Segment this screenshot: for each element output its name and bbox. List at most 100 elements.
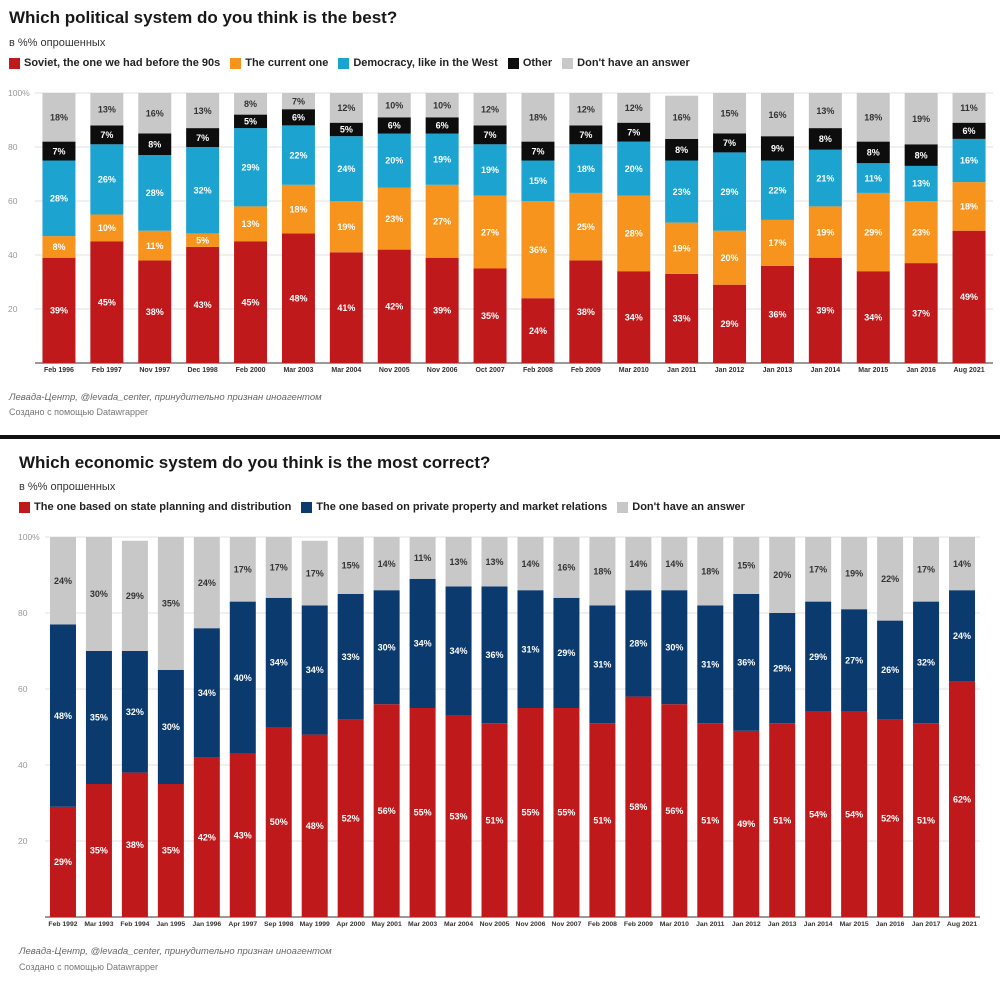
bar-segment: [661, 704, 688, 917]
bar-segment: [329, 122, 363, 137]
data-label: 17%: [270, 563, 288, 573]
bar-segment: [157, 784, 184, 917]
x-tick-label: Jan 2013: [763, 367, 793, 374]
x-tick-label: Jan 1995: [156, 921, 185, 928]
bar-segment: [473, 125, 507, 145]
bar-segment: [234, 206, 268, 242]
data-label: 7%: [627, 127, 640, 137]
bar-segment: [589, 605, 616, 724]
bar-segment: [42, 141, 76, 161]
bar-segment: [301, 734, 328, 917]
bar-segment: [569, 260, 603, 363]
data-label: 36%: [529, 245, 547, 255]
data-label: 31%: [521, 644, 539, 654]
bar-segment: [49, 624, 76, 807]
data-label: 24%: [54, 576, 72, 586]
data-label: 13%: [912, 179, 930, 189]
data-label: 6%: [388, 121, 401, 131]
bar-segment: [713, 93, 747, 134]
data-label: 6%: [963, 126, 976, 136]
bar-segment: [665, 273, 699, 363]
bar-segment: [952, 93, 986, 123]
data-label: 50%: [270, 817, 288, 827]
bar-segment: [138, 230, 172, 261]
data-label: 39%: [816, 306, 834, 316]
data-label: 26%: [98, 175, 116, 185]
bar-segment: [697, 605, 724, 724]
bar-segment: [661, 537, 688, 591]
data-label: 52%: [342, 813, 360, 823]
bar-segment: [713, 284, 747, 363]
legend-swatch: [19, 501, 30, 513]
bar-segment: [904, 165, 938, 201]
bar-segment: [301, 605, 328, 735]
bar-segment: [665, 222, 699, 274]
data-label: 5%: [244, 117, 257, 127]
data-label: 14%: [629, 559, 647, 569]
y-tick-label: 80: [8, 142, 18, 152]
data-label: 20%: [385, 156, 403, 166]
data-label: 35%: [90, 713, 108, 723]
legend-swatch: [507, 57, 519, 69]
bar-segment: [329, 93, 363, 123]
bar-segment: [425, 184, 459, 258]
data-label: 20%: [721, 253, 739, 263]
bar-segment: [234, 241, 268, 363]
bar-segment: [553, 537, 580, 598]
x-tick-label: Mar 2004: [331, 367, 361, 374]
bar-segment: [760, 93, 794, 137]
data-label: 23%: [912, 227, 930, 237]
bar-segment: [808, 149, 842, 207]
data-label: 39%: [433, 306, 451, 316]
bar-segment: [85, 651, 112, 784]
data-label: 32%: [126, 707, 144, 717]
x-tick-label: Jan 2011: [696, 921, 725, 928]
data-label: 24%: [337, 164, 355, 174]
data-label: 18%: [529, 113, 547, 123]
data-label: 16%: [673, 113, 691, 123]
data-label: 55%: [414, 808, 432, 818]
bar-segment: [425, 133, 459, 185]
x-tick-label: Mar 2003: [408, 921, 437, 928]
bar-segment: [90, 144, 124, 215]
x-tick-label: Feb 1992: [48, 921, 77, 928]
data-label: 6%: [292, 113, 305, 123]
data-label: 33%: [342, 652, 360, 662]
bar-segment: [234, 114, 268, 129]
bar-segment: [186, 147, 220, 234]
data-label: 58%: [629, 802, 647, 812]
bar-segment: [138, 155, 172, 231]
bar-segment: [49, 806, 76, 917]
bar-segment: [281, 184, 315, 234]
bar-segment: [856, 163, 890, 193]
data-label: 48%: [54, 711, 72, 721]
chart-subtitle: в %% опрошенных: [19, 481, 116, 493]
bar-segment: [808, 128, 842, 150]
data-label: 51%: [593, 815, 611, 825]
bar-segment: [193, 628, 220, 758]
data-label: 8%: [148, 140, 161, 150]
data-label: 56%: [378, 806, 396, 816]
bar-segment: [229, 601, 256, 754]
data-label: 12%: [481, 104, 499, 114]
bar-segment: [760, 219, 794, 266]
legend-item: Soviet, the one we had before the 90s: [9, 57, 220, 69]
bar-segment: [409, 578, 436, 708]
bar-segment: [769, 613, 796, 724]
data-label: 18%: [50, 113, 68, 123]
bar-segment: [186, 233, 220, 247]
x-tick-label: Mar 2010: [619, 367, 649, 374]
bar-segment: [121, 651, 148, 773]
bar-segment: [373, 590, 400, 705]
data-label: 8%: [244, 99, 257, 109]
bar-segment: [473, 93, 507, 126]
data-label: 28%: [629, 639, 647, 649]
political-chart-panel: Which political system do you think is t…: [0, 0, 1000, 435]
bar-segment: [569, 93, 603, 126]
bar-segment: [121, 540, 148, 651]
bar-segment: [301, 540, 328, 606]
data-label: 16%: [557, 563, 575, 573]
data-label: 30%: [665, 642, 683, 652]
bar-segment: [904, 144, 938, 166]
data-label: 24%: [198, 578, 216, 588]
